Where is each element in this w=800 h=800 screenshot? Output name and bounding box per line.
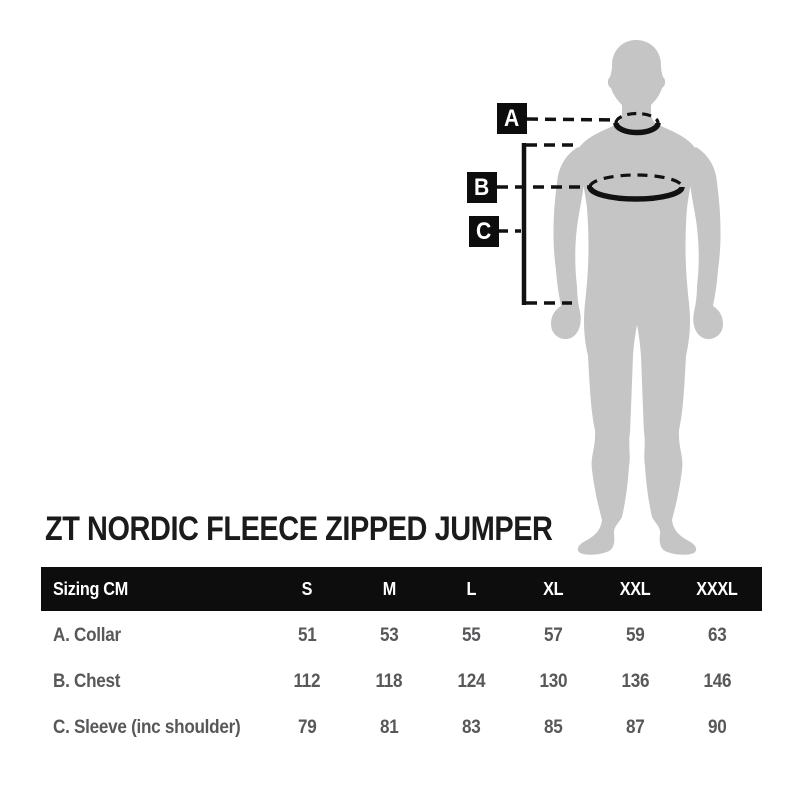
- row-label: A. Collar: [53, 625, 121, 646]
- row-value: 136: [621, 671, 649, 692]
- row-label: C. Sleeve (inc shoulder): [53, 717, 241, 738]
- marker-b-badge: B: [467, 172, 497, 203]
- collar-ellipse-dashed-top: [614, 111, 660, 124]
- table-row-collar: A. Collar 51 53 55 57 59 63: [41, 613, 762, 659]
- header-col-s: S: [301, 578, 313, 599]
- row-value: 81: [379, 717, 399, 738]
- marker-c-badge: C: [469, 216, 499, 247]
- figure-left-arm: [551, 147, 586, 340]
- header-sizing-cm: Sizing CM: [53, 578, 128, 599]
- marker-c-letter: C: [476, 217, 492, 245]
- row-value: 59: [625, 625, 645, 646]
- collar-ellipse-solid-bottom: [613, 122, 661, 136]
- row-value: 85: [543, 717, 563, 738]
- chest-ellipse-solid-bottom: [587, 186, 685, 202]
- row-value: 87: [625, 717, 645, 738]
- table-row-chest: B. Chest 112 118 124 130 136 146: [41, 659, 762, 705]
- product-title: ZT NORDIC FLEECE ZIPPED JUMPER: [45, 510, 553, 548]
- row-value: 118: [375, 671, 403, 692]
- row-value: 146: [703, 671, 731, 692]
- row-value: 90: [707, 717, 727, 738]
- row-value: 57: [543, 625, 563, 646]
- collar-measure-dashed-line: [526, 117, 618, 122]
- sizing-table: Sizing CM S M L XL XXL XXXL A. Collar 51…: [41, 567, 762, 751]
- header-col-xxxl: XXXL: [696, 578, 738, 599]
- row-value: 79: [297, 717, 317, 738]
- header-col-l: L: [466, 578, 476, 599]
- sizing-table-body: A. Collar 51 53 55 57 59 63 B. Chest 112…: [41, 611, 762, 751]
- row-value: 53: [379, 625, 399, 646]
- figure-right-arm: [688, 147, 723, 340]
- row-value: 51: [297, 625, 317, 646]
- row-label: B. Chest: [53, 671, 121, 692]
- marker-b-letter: B: [474, 173, 490, 201]
- row-value: 112: [293, 671, 321, 692]
- figure-torso-legs: [577, 126, 697, 555]
- chest-ellipse-dashed-top: [588, 173, 684, 188]
- row-value: 83: [461, 717, 481, 738]
- row-value: 55: [461, 625, 481, 646]
- figure-head: [607, 40, 666, 126]
- marker-a-badge: A: [497, 103, 527, 134]
- row-value: 130: [539, 671, 567, 692]
- table-row-sleeve: C. Sleeve (inc shoulder) 79 81 83 85 87 …: [41, 705, 762, 751]
- row-value: 124: [457, 671, 485, 692]
- header-col-xl: XL: [542, 578, 564, 599]
- marker-a-letter: A: [504, 104, 520, 132]
- row-value: 63: [707, 625, 727, 646]
- header-col-m: M: [382, 578, 396, 599]
- sizing-table-header-row: Sizing CM S M L XL XXL XXXL: [41, 567, 762, 611]
- header-col-xxl: XXL: [619, 578, 651, 599]
